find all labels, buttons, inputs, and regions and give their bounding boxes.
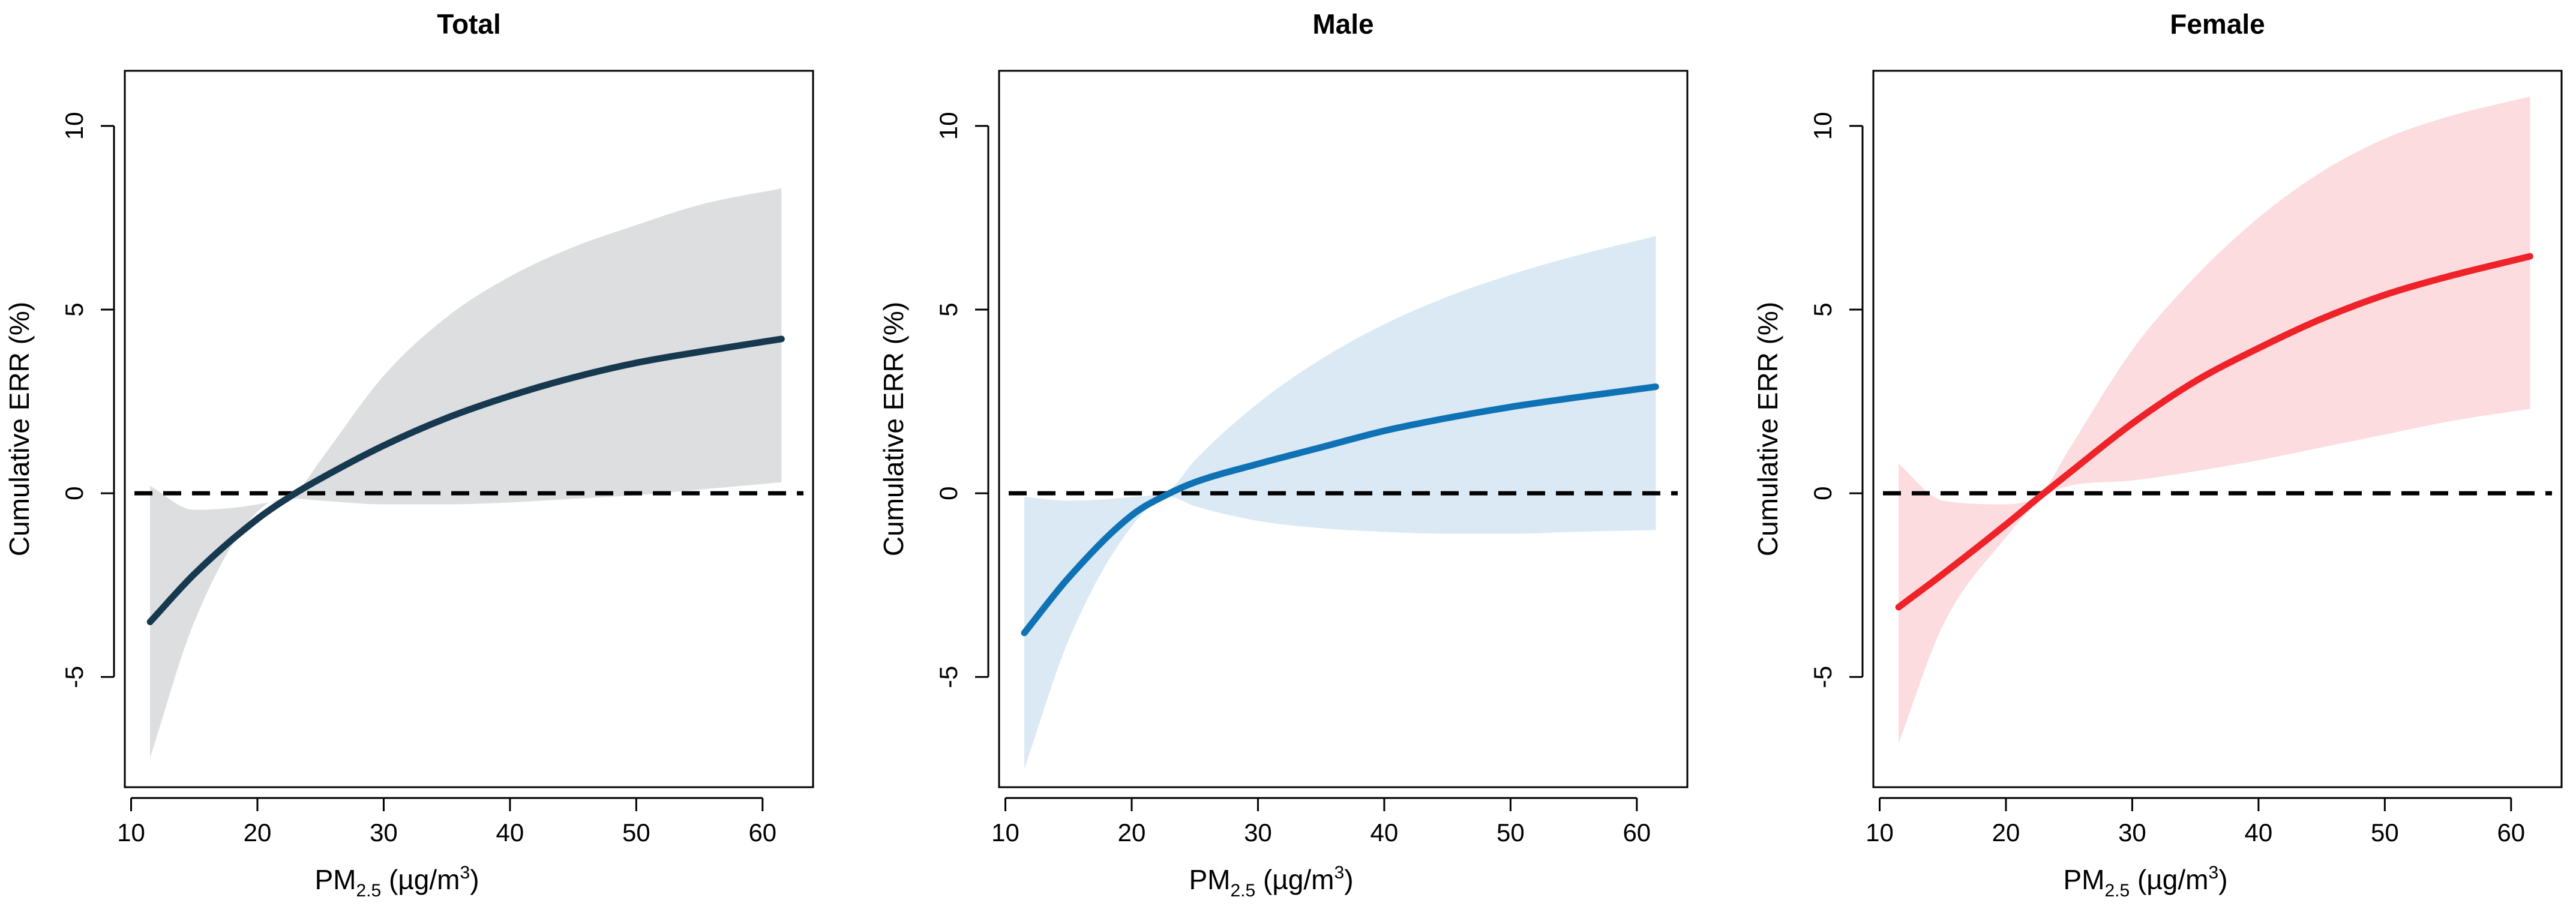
estimate-line	[146, 335, 785, 625]
x-tick-label: 10	[1866, 818, 1894, 847]
y-tick-label: 0	[934, 486, 962, 500]
plot-frame	[998, 70, 1689, 788]
x-tick-label: 50	[2371, 818, 2399, 847]
x-tick-label: 20	[244, 818, 272, 847]
x-axis-label-unit: (µg/m	[381, 864, 460, 895]
x-axis-label-close: )	[1344, 864, 1353, 895]
x-axis-label-sup: 3	[1335, 863, 1345, 883]
y-tick-label: 10	[1809, 112, 1837, 140]
x-axis-label-sub: 2.5	[2104, 881, 2130, 901]
confidence-band	[150, 188, 782, 758]
x-tick-label: 30	[370, 818, 398, 847]
plot-frame	[124, 70, 814, 788]
x-axis-label: PM2.5 (µg/m3)	[2063, 863, 2227, 901]
y-axis-label: Cumulative ERR (%)	[878, 302, 909, 556]
y-tick-label: 0	[1809, 486, 1837, 500]
x-tick-label: 30	[1244, 818, 1272, 847]
y-tick-label: 10	[934, 112, 962, 140]
plot-frame	[1872, 70, 2563, 788]
x-axis-label-sub: 2.5	[1230, 881, 1255, 901]
x-tick-label: 40	[2245, 818, 2273, 847]
panel-title: Total	[437, 8, 500, 40]
x-axis-label: PM2.5 (µg/m3)	[1189, 863, 1353, 901]
y-tick-label: 5	[934, 302, 962, 316]
x-tick-label: 40	[496, 818, 524, 847]
x-axis-label-sup: 3	[2209, 863, 2219, 883]
x-axis-label: PM2.5 (µg/m3)	[314, 863, 479, 901]
x-tick-label: 50	[622, 818, 650, 847]
x-tick-label: 10	[117, 818, 145, 847]
x-tick-label: 60	[1623, 818, 1651, 847]
x-tick-label: 40	[1371, 818, 1399, 847]
x-axis-label-sub: 2.5	[356, 881, 381, 901]
x-tick-label: 30	[2118, 818, 2146, 847]
x-axis-label-main: PM	[2063, 864, 2104, 895]
x-axis-label-sup: 3	[460, 863, 470, 883]
y-tick-label: 10	[60, 112, 88, 140]
x-axis-label-main: PM	[1189, 864, 1230, 895]
x-axis-label-close: )	[470, 864, 479, 895]
x-axis-label-unit: (µg/m	[2130, 864, 2208, 895]
y-tick-label: 5	[1809, 302, 1837, 316]
x-tick-label: 10	[991, 818, 1019, 847]
y-tick-label: -5	[934, 666, 962, 688]
estimate-line	[1021, 383, 1659, 637]
y-tick-label: -5	[1809, 666, 1837, 688]
x-tick-label: 20	[1118, 818, 1146, 847]
x-axis-label-main: PM	[314, 864, 356, 895]
confidence-band	[1899, 96, 2530, 743]
x-axis-label-close: )	[2218, 864, 2227, 895]
x-tick-label: 60	[2497, 818, 2525, 847]
y-axis-label: Cumulative ERR (%)	[4, 302, 35, 556]
chart-panel-total: 10 20 30 40 50 60 -5 0 5 10 Total Cumulative ERR (%…	[4, 8, 814, 901]
chart-panel-male: 10 20 30 40 50 60 -5 0 5 10 Male Cumulative ERR (%)…	[878, 8, 1689, 901]
x-tick-label: 20	[1992, 818, 2020, 847]
chart-panel-female: 10 20 30 40 50 60 -5 0 5 10 Female Cumulative ERR (…	[1752, 8, 2563, 901]
y-axis-label: Cumulative ERR (%)	[1752, 302, 1783, 556]
y-tick-label: 0	[60, 486, 88, 500]
y-tick-label: -5	[60, 666, 88, 688]
panel-title: Male	[1312, 8, 1374, 40]
x-tick-label: 50	[1497, 818, 1525, 847]
y-tick-label: 5	[60, 302, 88, 316]
panel-title: Female	[2170, 8, 2265, 40]
x-axis-label-unit: (µg/m	[1255, 864, 1334, 895]
confidence-band	[1024, 236, 1656, 769]
x-tick-label: 60	[748, 818, 776, 847]
estimate-line	[1895, 253, 2533, 611]
